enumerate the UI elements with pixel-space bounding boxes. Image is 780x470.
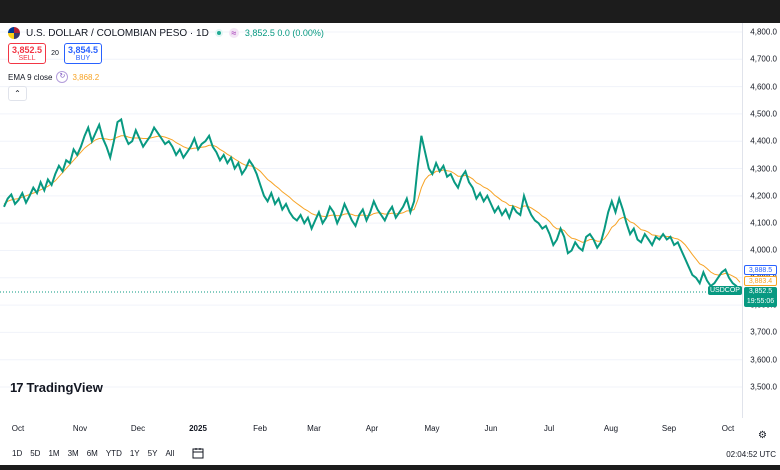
top-letterbox [0,0,780,23]
range-button-6m[interactable]: 6M [86,449,98,458]
price-axis-label: 3,700.0 [750,327,777,337]
time-axis-label: Sep [661,424,677,433]
waves-icon[interactable]: ≈ [228,28,239,38]
price-axis-label: 4,100.0 [750,218,777,228]
price-axis-label: 3,500.0 [750,382,777,392]
price-axis-label: 4,200.0 [750,191,777,201]
time-axis[interactable]: Oct Nov Dec 2025 Feb Mar Apr May Jun Jul Aug Sep Oct [0,424,742,438]
range-button-5y[interactable]: 5Y [147,449,158,458]
time-axis-label: Apr [365,424,379,433]
time-axis-label: Dec [130,424,146,433]
utc-clock[interactable]: 02:04:52 UTC [726,450,776,459]
price-line [3,117,741,292]
buy-label: BUY [75,55,91,62]
quote-values: 3,852.5 0.0 (0.00%) [244,28,324,38]
sell-value: 3,852.5 [11,45,43,55]
sell-label: SELL [18,55,36,62]
buy-value: 3,854.5 [67,45,99,55]
time-axis-label: Feb [253,424,267,433]
range-button-1y[interactable]: 1Y [129,449,140,458]
range-selector: 1D 5D 1M 3M 6M YTD 1Y 5Y All [12,449,174,458]
price-axis-label: 4,800.0 [750,27,777,37]
time-axis-label: Nov [72,424,88,433]
logo-text: TradingView [26,380,103,395]
collapse-legend-button[interactable]: ⌃ [8,86,27,101]
price-axis-label: 4,000.0 [750,245,777,255]
price-axis-label: 4,500.0 [750,109,777,119]
last-price-value: 3,852.5 [748,288,773,295]
tradingview-mark-icon: 17 [10,380,24,395]
chart-widget: 4,800.0 4,700.0 4,600.0 4,500.0 4,400.0 4,300… [0,23,780,441]
ema-value: 3,868.2 [72,72,100,82]
time-axis-label: Jun [484,424,498,433]
tradingview-logo[interactable]: 17 TradingView [10,380,103,395]
price-chart[interactable] [0,23,742,418]
time-axis-label: Oct [721,424,735,433]
time-axis-label: Jul [543,424,555,433]
range-button-3m[interactable]: 3M [67,449,79,458]
price-axis-label: 4,300.0 [750,164,777,174]
buy-button[interactable]: 3,854.5 BUY [64,43,102,64]
ema-label: EMA 9 close [8,72,53,82]
price-axis-label: 4,400.0 [750,136,777,146]
ema-line [3,135,741,283]
chart-grid [0,31,742,388]
range-button-1m[interactable]: 1M [48,449,60,458]
symbol-title[interactable]: U.S. DOLLAR / COLOMBIAN PESO · 1D [26,27,209,39]
trade-box: 3,852.5 SELL 20 3,854.5 BUY [8,43,102,64]
time-axis-label: 2025 [189,424,207,433]
market-status-icon[interactable] [214,29,223,37]
price-axis-label: 3,600.0 [750,355,777,365]
sell-button[interactable]: 3,852.5 SELL [8,43,46,64]
range-button-5d[interactable]: 5D [30,449,41,458]
range-button-1d[interactable]: 1D [12,449,23,458]
ema-loading-icon[interactable]: ↻ [56,71,69,83]
range-button-ytd[interactable]: YTD [105,449,122,458]
price-axis-label: 4,700.0 [750,54,777,64]
symbol-tag: USDCOP [708,286,742,295]
time-axis-label: Mar [307,424,321,433]
price-tag-last: 3,852.5 19:55:06 [744,287,777,307]
ema-legend[interactable]: EMA 9 close ↻ 3,868.2 [8,71,99,83]
countdown: 19:55:06 [746,298,775,305]
calendar-icon[interactable] [192,447,204,462]
currency-flag-icon [8,27,20,39]
time-axis-label: Aug [603,424,619,433]
price-axis[interactable]: 4,800.0 4,700.0 4,600.0 4,500.0 4,400.0 4,300… [742,23,780,418]
time-axis-label: Oct [11,424,25,433]
range-button-all[interactable]: All [165,449,175,458]
spread: 20 [51,50,59,57]
price-tag-upper: 3,888.5 [744,265,777,275]
price-tag-ema: 3,883.4 [744,276,777,286]
legend-header: U.S. DOLLAR / COLOMBIAN PESO · 1D ≈ 3,85… [8,26,324,40]
bottom-toolbar: 1D 5D 1M 3M 6M YTD 1Y 5Y All 02:04:52 UTC [0,441,780,470]
toolbar-bg [0,441,780,465]
time-axis-label: May [424,424,440,433]
price-axis-label: 4,600.0 [750,82,777,92]
settings-gear-icon[interactable]: ⚙ [758,430,767,441]
